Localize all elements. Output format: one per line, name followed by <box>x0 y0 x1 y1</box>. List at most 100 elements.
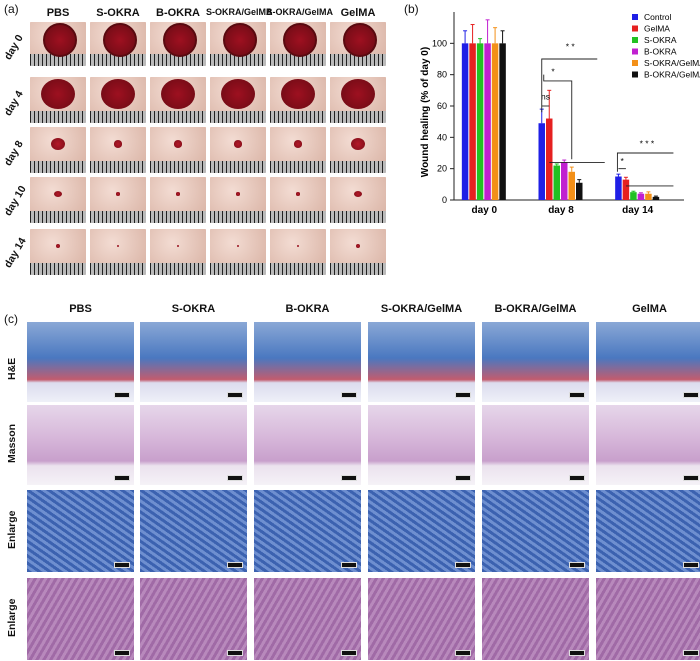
wound-area <box>283 23 317 57</box>
histology-row-label: Enlarge <box>6 510 18 549</box>
wound-area <box>115 192 121 196</box>
wound-photo <box>90 22 146 66</box>
wound-area <box>176 244 180 248</box>
wound-area <box>296 244 300 248</box>
wound-photo <box>330 229 386 275</box>
wound-area <box>56 244 60 248</box>
histology-image <box>140 405 247 485</box>
scale-bar <box>114 650 130 656</box>
y-tick-label: 80 <box>437 70 447 80</box>
photo-column-header: B-OKRA/GelMA <box>266 7 333 17</box>
bar <box>615 176 622 200</box>
histology-image <box>140 322 247 402</box>
wound-area <box>103 23 137 57</box>
y-tick-label: 60 <box>437 101 447 111</box>
significance-mark: * * * <box>640 139 655 149</box>
wound-photo <box>270 127 326 173</box>
wound-area <box>51 138 65 150</box>
wound-photo <box>210 177 266 223</box>
bar <box>576 182 583 200</box>
histology-column-header: S-OKRA/GelMA <box>380 303 463 315</box>
significance-bracket <box>541 58 598 113</box>
scale-bar <box>227 475 243 481</box>
wound-photo <box>90 177 146 223</box>
bar <box>538 123 545 200</box>
histology-image <box>482 322 589 402</box>
photo-column-header: S-OKRA/GelMA <box>206 7 273 17</box>
wound-area <box>341 79 375 109</box>
histology-image <box>254 405 361 485</box>
wound-photo <box>270 77 326 123</box>
wound-photo <box>270 22 326 66</box>
wound-area <box>354 191 362 197</box>
scale-bar <box>341 650 357 656</box>
wound-area <box>101 79 135 109</box>
wound-area <box>293 140 303 148</box>
histology-column-header: S-OKRA <box>171 303 216 315</box>
histology-image <box>140 578 247 660</box>
histology-column-header: GelMA <box>632 303 667 315</box>
wound-area <box>116 244 120 248</box>
x-tick-label: day 8 <box>548 205 574 216</box>
photo-row-label: day 10 <box>2 183 29 218</box>
panel-b-label: (b) <box>404 2 419 16</box>
legend-label: B-OKRA <box>644 47 677 57</box>
histology-image <box>368 322 475 402</box>
wound-area <box>161 79 195 109</box>
wound-area <box>281 79 315 109</box>
y-tick-label: 0 <box>442 195 447 205</box>
histology-image <box>596 490 700 572</box>
wound-photo <box>90 77 146 123</box>
scale-bar <box>114 392 130 398</box>
legend-label: S-OKRA <box>644 35 677 45</box>
legend-swatch <box>632 48 638 55</box>
bar <box>499 43 506 201</box>
histology-column-header: B-OKRA <box>285 303 330 315</box>
histology-row-label: H&E <box>6 357 18 380</box>
histology-image <box>596 578 700 660</box>
wound-photo <box>330 22 386 66</box>
photo-row-label: day 0 <box>2 32 26 62</box>
wound-photo <box>150 177 206 223</box>
scale-bar <box>341 475 357 481</box>
histology-image <box>482 405 589 485</box>
histology-image <box>368 578 475 660</box>
histology-image <box>27 490 134 572</box>
bar <box>546 118 553 200</box>
wound-photo <box>150 229 206 275</box>
wound-area <box>43 23 77 57</box>
histology-image <box>368 405 475 485</box>
wound-area <box>351 138 365 150</box>
scale-bar <box>227 392 243 398</box>
bar <box>568 171 575 200</box>
wound-photo <box>210 77 266 123</box>
wound-area <box>175 192 181 196</box>
legend-swatch <box>632 37 638 43</box>
histology-image <box>368 490 475 572</box>
wound-photo <box>30 22 86 66</box>
significance-bracket <box>616 152 674 172</box>
scale-bar <box>455 650 471 656</box>
scale-bar <box>227 562 243 568</box>
wound-photo <box>90 127 146 173</box>
wound-photo <box>210 229 266 275</box>
legend-swatch <box>632 71 638 78</box>
scale-bar <box>455 562 471 568</box>
wound-photo <box>150 77 206 123</box>
legend-label: S-OKRA/GelMA <box>644 58 700 68</box>
histology-image <box>482 578 589 660</box>
wound-area <box>343 23 377 57</box>
bar <box>491 43 499 201</box>
scale-bar <box>114 475 130 481</box>
wound-area <box>223 23 257 57</box>
histology-image <box>596 322 700 402</box>
x-tick-label: day 0 <box>472 205 498 216</box>
y-axis-label: Wound healing (% of day 0) <box>420 47 431 177</box>
y-tick-label: 40 <box>437 132 447 142</box>
photo-column-header: GelMA <box>340 7 376 19</box>
wound-area <box>235 192 241 196</box>
histology-image <box>254 578 361 660</box>
histology-image <box>27 322 134 402</box>
photo-column-header: PBS <box>46 7 70 19</box>
legend-swatch <box>632 60 638 66</box>
